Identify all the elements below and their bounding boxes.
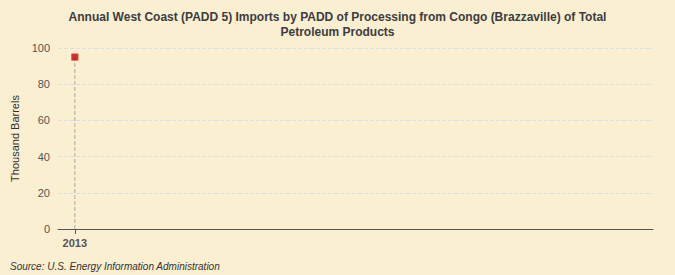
svg-text:Source: U.S. Energy Informatio: Source: U.S. Energy Information Administ… <box>10 261 220 272</box>
svg-text:20: 20 <box>38 187 50 199</box>
svg-text:Petroleum Products: Petroleum Products <box>280 25 394 39</box>
svg-text:2013: 2013 <box>63 237 87 249</box>
svg-text:40: 40 <box>38 151 50 163</box>
svg-text:Annual West Coast (PADD 5) Imp: Annual West Coast (PADD 5) Imports by PA… <box>69 10 607 24</box>
svg-text:80: 80 <box>38 78 50 90</box>
svg-text:0: 0 <box>44 223 50 235</box>
svg-text:100: 100 <box>32 42 50 54</box>
svg-text:Thousand Barrels: Thousand Barrels <box>9 95 21 182</box>
svg-text:60: 60 <box>38 114 50 126</box>
